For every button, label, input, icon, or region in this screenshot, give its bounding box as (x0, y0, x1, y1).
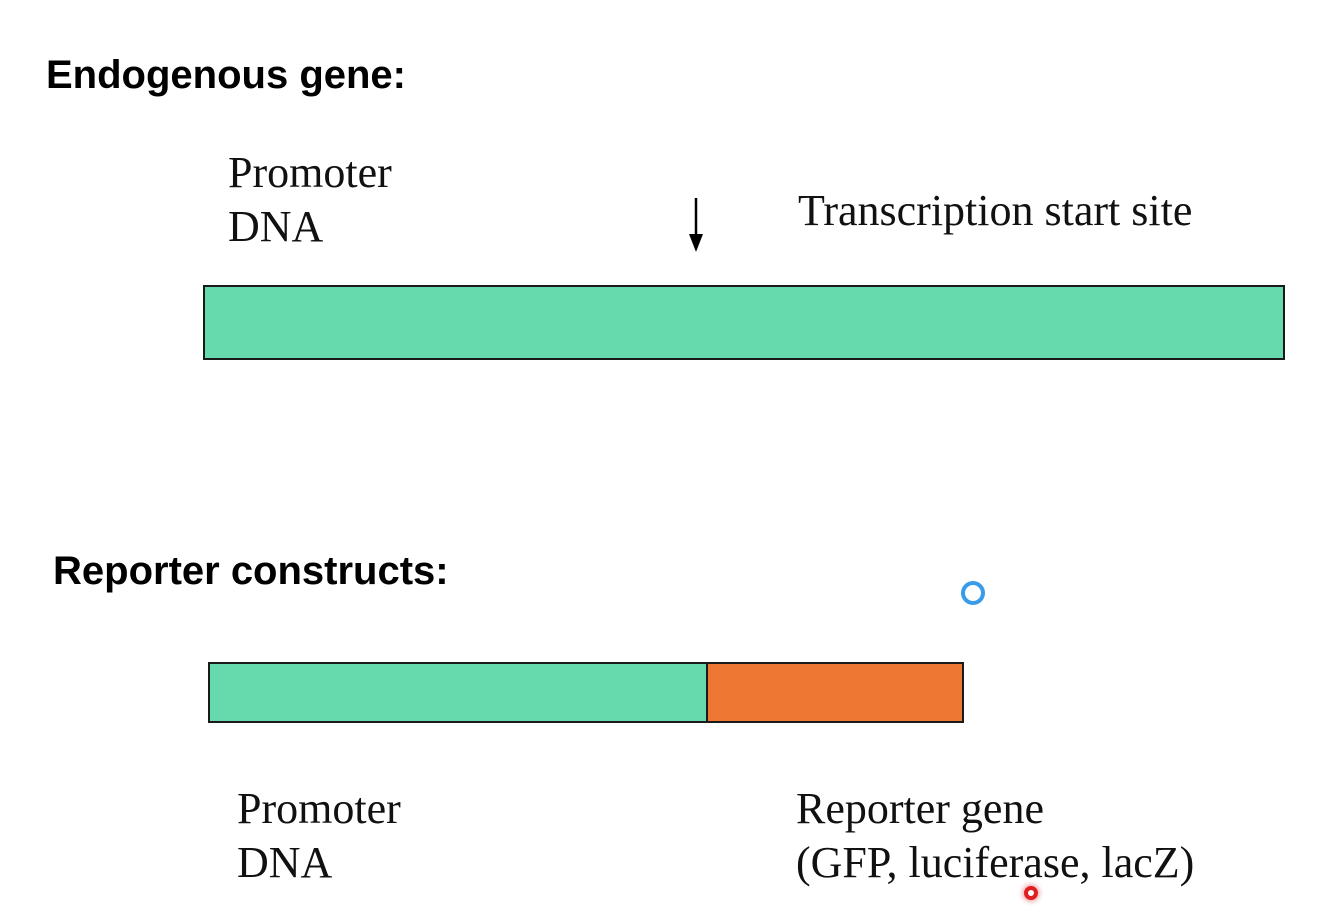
cursor-ring-icon (961, 581, 985, 605)
reporter-gene-line2: (GFP, luciferase, lacZ) (796, 838, 1195, 887)
reporter-promoter-line2: DNA (237, 838, 333, 887)
pointer-dot-icon (1024, 886, 1038, 900)
reporter-promoter-line1: Promoter (237, 784, 401, 833)
reporter-gene-segment (706, 662, 964, 723)
reporter-constructs-heading: Reporter constructs: (53, 549, 449, 593)
reporter-gene-line1: Reporter gene (796, 784, 1044, 833)
endogenous-promoter-line1: Promoter (228, 148, 392, 197)
transcription-start-arrow-icon (689, 198, 703, 252)
endogenous-promoter-line2: DNA (228, 202, 324, 251)
reporter-promoter-label: Promoter DNA (237, 782, 401, 890)
reporter-promoter-dna-segment (208, 662, 708, 723)
reporter-gene-label: Reporter gene (GFP, luciferase, lacZ) (796, 782, 1194, 890)
transcription-start-site-label: Transcription start site (798, 186, 1193, 235)
endogenous-promoter-dna-bar (203, 285, 1285, 360)
endogenous-gene-heading: Endogenous gene: (46, 53, 406, 97)
endogenous-promoter-label: Promoter DNA (228, 146, 392, 254)
